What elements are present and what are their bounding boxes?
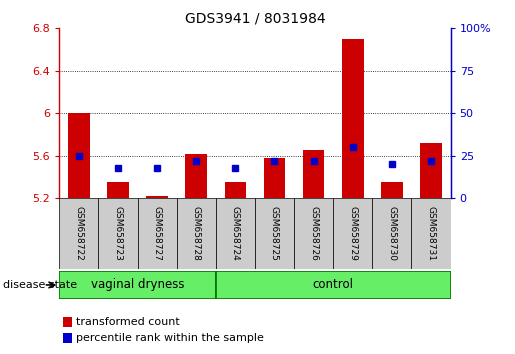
Text: GSM658728: GSM658728 — [192, 206, 201, 261]
Bar — [216, 271, 451, 299]
Bar — [372, 198, 411, 269]
Text: GSM658723: GSM658723 — [113, 206, 123, 261]
Bar — [63, 317, 72, 327]
Bar — [381, 182, 403, 198]
Bar — [177, 198, 216, 269]
Bar — [264, 158, 285, 198]
Bar — [59, 271, 216, 299]
Text: control: control — [313, 279, 354, 291]
Text: GSM658722: GSM658722 — [74, 206, 83, 261]
Bar — [216, 198, 255, 269]
Text: GSM658731: GSM658731 — [426, 206, 436, 261]
Text: GSM658726: GSM658726 — [309, 206, 318, 261]
Text: transformed count: transformed count — [76, 317, 179, 327]
Bar — [420, 143, 442, 198]
Bar — [342, 39, 364, 198]
Text: vaginal dryness: vaginal dryness — [91, 279, 184, 291]
Text: percentile rank within the sample: percentile rank within the sample — [76, 333, 264, 343]
Text: GSM658730: GSM658730 — [387, 206, 397, 261]
Text: GSM658729: GSM658729 — [348, 206, 357, 261]
Bar — [411, 198, 451, 269]
Bar — [146, 196, 168, 198]
Bar — [333, 198, 372, 269]
Bar — [294, 198, 333, 269]
Bar — [63, 333, 72, 343]
Bar — [255, 198, 294, 269]
Bar — [68, 113, 90, 198]
Text: GSM658727: GSM658727 — [152, 206, 162, 261]
Text: disease state: disease state — [3, 280, 77, 290]
Bar — [185, 154, 207, 198]
Bar — [98, 198, 138, 269]
Bar — [138, 198, 177, 269]
Bar — [107, 182, 129, 198]
Title: GDS3941 / 8031984: GDS3941 / 8031984 — [184, 12, 325, 26]
Text: GSM658725: GSM658725 — [270, 206, 279, 261]
Bar — [303, 150, 324, 198]
Text: GSM658724: GSM658724 — [231, 206, 240, 261]
Bar — [59, 198, 98, 269]
Bar — [225, 182, 246, 198]
